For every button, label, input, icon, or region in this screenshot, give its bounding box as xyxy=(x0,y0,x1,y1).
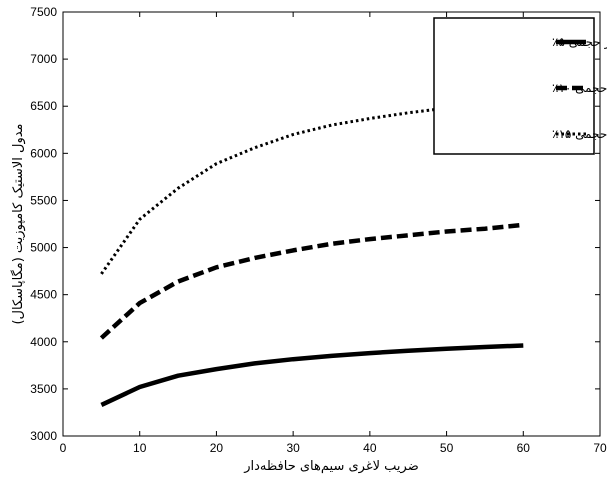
y-tick-label: 7000 xyxy=(30,52,57,66)
axis-ticks: 0 10 20 30 40 50 60 70 3000 3500 4000 4500 5000 5500 6… xyxy=(30,5,607,455)
y-tick-label: 4500 xyxy=(30,288,57,302)
legend-label-2: کسر حجمی ۱۰٪ xyxy=(552,81,607,96)
x-tick-label: 50 xyxy=(440,441,454,455)
legend-label-1: کسر حجمی ۵٪ xyxy=(552,35,607,50)
y-tick-label: 3500 xyxy=(30,382,57,396)
legend: کسر حجمی ۵٪ کسر حجمی ۱۰٪ کسر حجمی ۱۵٪ xyxy=(433,17,607,155)
plot-frame xyxy=(62,11,601,437)
y-axis-title: مدول الاستیک کامپوزیت (مگاپاسکال) xyxy=(10,123,26,324)
y-tick-label: 7500 xyxy=(30,5,57,19)
series-line-3 xyxy=(100,106,447,275)
x-tick-label: 10 xyxy=(133,441,147,455)
series-lines xyxy=(99,106,524,407)
x-tick-label: 20 xyxy=(210,441,224,455)
series-line-1 xyxy=(100,343,524,407)
x-tick-label: 0 xyxy=(60,441,67,455)
series-line-2 xyxy=(99,222,524,340)
plot-area xyxy=(62,11,601,437)
y-tick-label: 6000 xyxy=(30,146,57,160)
x-axis-title: ضریب لاغری سیم‌های حافظه‌دار xyxy=(243,459,419,474)
x-tick-label: 30 xyxy=(286,441,300,455)
y-tick-label: 5500 xyxy=(30,193,57,207)
y-tick-label: 4000 xyxy=(30,335,57,349)
x-tick-label: 40 xyxy=(363,441,377,455)
y-tick-label: 6500 xyxy=(30,99,57,113)
y-tick-label: 3000 xyxy=(30,429,57,443)
legend-label-3: کسر حجمی ۱۵٪ xyxy=(552,127,607,142)
y-tick-label: 5000 xyxy=(30,241,57,255)
x-tick-label: 70 xyxy=(593,441,607,455)
x-tick-label: 60 xyxy=(517,441,531,455)
